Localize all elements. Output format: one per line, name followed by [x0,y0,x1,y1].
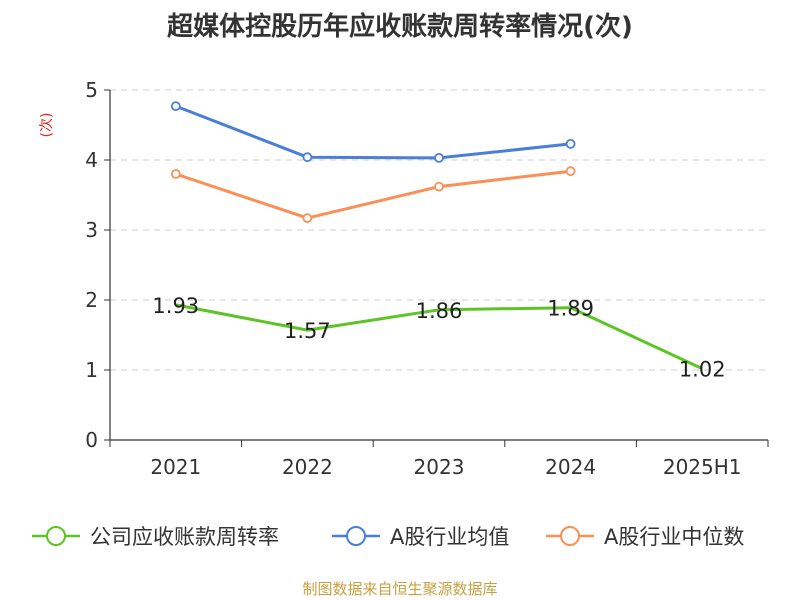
data-source-note: 制图数据来自恒生聚源数据库 [302,580,498,598]
data-point [565,138,576,149]
legend-label: A股行业中位数 [604,525,744,549]
y-tick-label: 3 [85,218,98,242]
y-axis-label: (次) [39,113,55,138]
y-tick-label: 1 [85,358,98,382]
chart-title: 超媒体控股历年应收账款周转率情况(次) [167,12,633,42]
series-line [175,303,703,370]
data-point [434,152,444,163]
legend-marker [560,526,580,546]
legend-marker [46,526,66,546]
y-tick-label: 0 [85,428,98,452]
data-point [302,152,313,163]
x-tick-label: 2024 [545,455,596,479]
data-point [434,181,444,192]
data-point [170,169,181,179]
data-point [565,166,576,177]
y-tick-label: 5 [85,78,98,102]
data-label: 1.89 [547,297,594,321]
x-tick-label: 2021 [150,455,201,479]
y-tick-label: 4 [85,148,98,172]
data-label: 1.02 [679,358,726,382]
data-label: 1.86 [416,299,463,323]
legend-label: 公司应收账款周转率 [90,525,279,549]
legend-label: A股行业均值 [390,525,509,549]
series-line [175,104,571,160]
data-point [302,213,313,224]
x-tick-label: 2025H1 [663,455,742,479]
series-line [175,169,571,220]
data-label: 1.93 [152,294,199,318]
x-tick-label: 2023 [414,455,465,479]
y-tick-label: 2 [85,288,98,312]
data-label: 1.57 [284,319,331,343]
x-tick-label: 2022 [282,455,333,479]
data-point [170,101,181,111]
legend-marker [346,526,366,546]
